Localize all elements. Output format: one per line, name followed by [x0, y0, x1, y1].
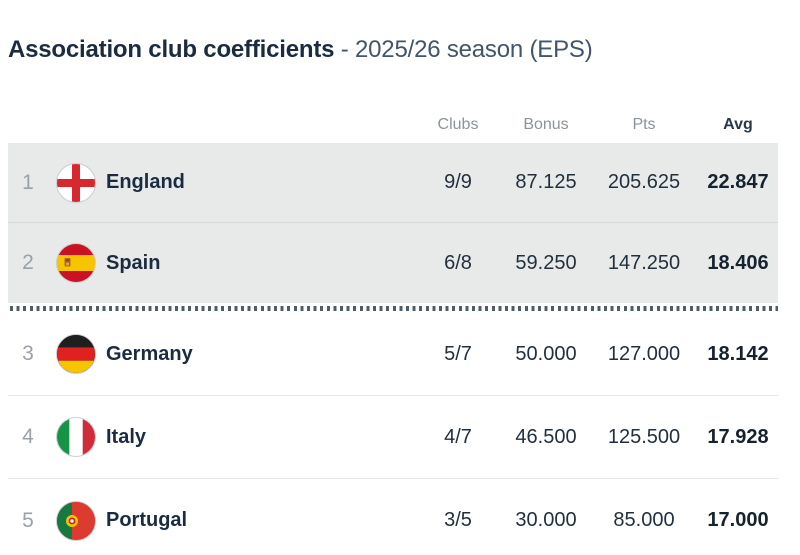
coefficients-table: Clubs Bonus Pts Avg 1 England 9/9 87.125	[8, 106, 778, 555]
portugal-flag-icon	[48, 500, 104, 541]
country-name: Spain	[106, 251, 161, 274]
germany-flag-icon	[48, 334, 104, 374]
table-header-row: Clubs Bonus Pts Avg	[8, 106, 778, 143]
bonus-value: 50.000	[515, 342, 577, 365]
column-header-pts: Pts	[632, 115, 656, 133]
clubs-value: 3/5	[444, 509, 472, 531]
avg-value: 18.406	[707, 251, 769, 274]
clubs-value: 4/7	[444, 425, 472, 448]
page-title-main: Association club coefficients	[8, 36, 335, 63]
bonus-value: 30.000	[515, 509, 577, 531]
england-flag-icon	[48, 162, 104, 203]
avg-value: 22.847	[707, 171, 769, 193]
page-title-season: - 2025/26 season (EPS)	[334, 36, 593, 63]
rank-value: 1	[22, 170, 34, 194]
table-row-england[interactable]: 1 England 9/9 87.125 205.625 22.847	[8, 143, 778, 223]
pts-value: 85.000	[613, 509, 675, 531]
page-title: Association club coefficients - 2025/26 …	[8, 36, 800, 64]
rank-value: 4	[22, 425, 34, 448]
country-name: England	[106, 171, 185, 193]
italy-flag-icon	[48, 417, 104, 457]
column-header-clubs: Clubs	[437, 115, 479, 133]
table-row-spain[interactable]: 2 Spain 6/8 59.250 147	[8, 223, 778, 303]
avg-value: 18.142	[707, 342, 769, 365]
pts-value: 125.500	[607, 425, 681, 448]
bonus-value: 46.500	[515, 425, 577, 448]
pts-value: 127.000	[607, 342, 681, 365]
rank-value: 3	[22, 342, 34, 365]
clubs-value: 9/9	[444, 171, 472, 193]
pts-value: 147.250	[607, 251, 681, 274]
avg-value: 17.928	[707, 425, 769, 448]
rank-value: 2	[22, 251, 34, 274]
clubs-value: 6/8	[444, 251, 472, 274]
country-name: Italy	[106, 425, 147, 448]
rank-value: 5	[22, 508, 34, 532]
spain-flag-icon	[48, 243, 104, 283]
column-header-avg: Avg	[723, 115, 753, 133]
bonus-value: 59.250	[515, 251, 577, 274]
avg-value: 17.000	[707, 509, 769, 531]
table-row-italy[interactable]: 4 Italy 4/7 46.500 125.500 17.928	[8, 396, 778, 479]
bonus-value: 87.125	[515, 171, 577, 193]
country-name: Portugal	[106, 509, 188, 531]
table-row-portugal[interactable]: 5 Portugal 3/5 30.000 85.000	[8, 479, 778, 555]
column-header-bonus: Bonus	[523, 115, 569, 133]
country-name: Germany	[106, 342, 193, 365]
qualification-cutoff-divider	[8, 303, 778, 313]
clubs-value: 5/7	[444, 342, 472, 365]
cutoff-dotted-line	[10, 305, 778, 311]
pts-value: 205.625	[607, 171, 681, 193]
table-row-germany[interactable]: 3 Germany 5/7 50.000 127.000 18.142	[8, 313, 778, 396]
